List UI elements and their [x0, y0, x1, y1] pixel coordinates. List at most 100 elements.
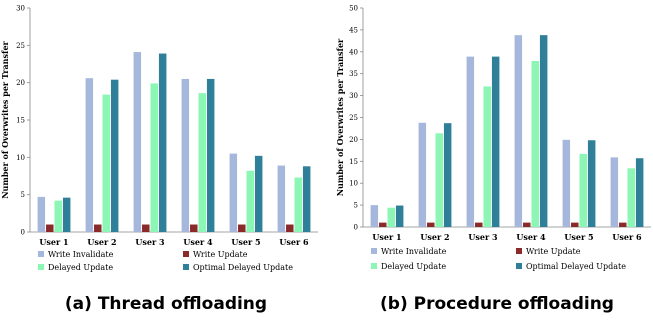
bar-optimal-delayed-update-user-2: [443, 123, 452, 227]
legend-label: Write Invalidate: [48, 250, 114, 259]
x-tick-label: User 1: [372, 232, 401, 242]
y-tick-label: 25: [16, 42, 25, 50]
legend-entry: Optimal Delayed Update: [516, 262, 626, 271]
x-tick-label: User 3: [468, 232, 498, 242]
legend-label: Write Invalidate: [381, 247, 447, 256]
bar-write-invalidate-user-4: [181, 78, 190, 232]
y-tick-label: 40: [349, 48, 358, 56]
bar-delayed-update-user-4: [198, 93, 206, 233]
y-tick-label: 15: [349, 158, 358, 166]
legend-entry: Write Update: [516, 247, 581, 256]
bar-optimal-delayed-update-user-3: [491, 56, 500, 228]
bar-write-invalidate-user-3: [466, 56, 475, 228]
chart-b: 0 5 10 15 20 25 30 35 40 45 50 Number of Overwrites…: [335, 5, 651, 314]
legend-entry: Delayed Update: [38, 263, 113, 272]
bar-optimal-delayed-update-user-2: [110, 79, 119, 233]
bar-write-invalidate-user-5: [562, 139, 571, 227]
bar-optimal-delayed-update-user-6: [302, 166, 311, 232]
legend-label: Optimal Delayed Update: [526, 262, 626, 271]
bar-write-update-user-2: [94, 224, 102, 232]
bar-write-update-user-1: [379, 222, 387, 227]
bar-optimal-delayed-update-user-6: [635, 158, 644, 227]
legend-label: Delayed Update: [48, 263, 113, 272]
legend-label: Optimal Delayed Update: [193, 263, 293, 272]
bar-optimal-delayed-update-user-4: [206, 78, 215, 232]
chart-a: 0 5 10 15 20 25 30 Number of Overwrites per Tra…: [0, 5, 318, 314]
bar-delayed-update-user-3: [150, 83, 158, 232]
bar-optimal-delayed-update-user-5: [254, 155, 263, 232]
bar-write-update-user-5: [571, 222, 579, 227]
bar-delayed-update-user-6: [627, 168, 635, 227]
legend-swatch: [183, 251, 189, 257]
y-tick-label: 20: [349, 136, 358, 144]
bar-delayed-update-user-1: [387, 207, 395, 227]
legend-entry: Write Invalidate: [371, 247, 447, 256]
bar-write-update-user-2: [427, 222, 435, 227]
y-tick-label: 30: [16, 5, 25, 13]
y-tick-label: 20: [16, 79, 25, 87]
x-tick-label: User 2: [87, 237, 116, 247]
y-tick-label: 10: [349, 180, 358, 188]
bar-delayed-update-user-1: [54, 200, 62, 232]
y-tick-label: 25: [349, 114, 358, 122]
x-tick-label: User 4: [516, 232, 546, 242]
bar-write-invalidate-user-3: [133, 52, 142, 233]
y-tick-label: 0: [21, 229, 25, 237]
bar-delayed-update-user-2: [102, 94, 110, 232]
bar-delayed-update-user-2: [435, 133, 443, 227]
legend-entry: Delayed Update: [371, 262, 446, 271]
bar-optimal-delayed-update-user-1: [395, 205, 404, 227]
bar-write-update-user-1: [46, 224, 54, 232]
x-tick-label: User 6: [612, 232, 642, 242]
y-tick-label: 35: [349, 70, 358, 78]
bar-write-invalidate-user-6: [610, 157, 619, 227]
legend-swatch: [183, 264, 189, 270]
bar-delayed-update-user-3: [483, 86, 491, 227]
bar-write-update-user-4: [190, 224, 198, 232]
bar-write-update-user-3: [475, 222, 483, 227]
bar-delayed-update-user-6: [294, 177, 302, 232]
legend-swatch: [371, 263, 377, 269]
y-tick-label: 30: [349, 92, 358, 100]
y-tick-label: 15: [16, 117, 25, 125]
bar-optimal-delayed-update-user-3: [158, 53, 167, 233]
x-tick-label: User 5: [564, 232, 593, 242]
x-tick-label: User 1: [39, 237, 68, 247]
y-tick-label: 5: [21, 191, 25, 199]
bar-optimal-delayed-update-user-1: [62, 197, 71, 232]
legend-swatch: [371, 248, 377, 254]
legend-entry: Optimal Delayed Update: [183, 263, 293, 272]
figure-caption: (a) Thread offloading: [65, 294, 267, 314]
legend-swatch: [516, 248, 522, 254]
y-axis-label: Number of Overwrites per Transfer: [0, 40, 10, 198]
bar-write-invalidate-user-6: [277, 165, 286, 232]
legend-entry: Write Invalidate: [38, 250, 114, 259]
y-axis-label: Number of Overwrites per Transfer: [335, 38, 345, 196]
bar-delayed-update-user-5: [246, 170, 254, 232]
x-tick-label: User 6: [279, 237, 309, 247]
legend-swatch: [38, 264, 44, 270]
x-tick-label: User 5: [231, 237, 260, 247]
bar-write-invalidate-user-5: [229, 153, 238, 232]
y-tick-label: 10: [16, 154, 25, 162]
legend-swatch: [516, 263, 522, 269]
bar-write-invalidate-user-2: [418, 122, 427, 227]
x-tick-label: User 4: [183, 237, 213, 247]
bar-optimal-delayed-update-user-5: [587, 140, 596, 227]
bar-optimal-delayed-update-user-4: [539, 35, 548, 227]
legend-label: Write Update: [526, 247, 581, 256]
bar-delayed-update-user-5: [579, 153, 587, 227]
bar-write-update-user-4: [523, 222, 531, 227]
y-tick-label: 50: [349, 5, 358, 13]
bar-write-update-user-6: [286, 224, 294, 232]
bar-write-update-user-3: [142, 224, 150, 232]
legend-swatch: [38, 251, 44, 257]
legend-entry: Write Update: [183, 250, 248, 259]
bar-write-invalidate-user-2: [85, 78, 94, 232]
bar-write-invalidate-user-4: [514, 35, 523, 227]
legend-label: Delayed Update: [381, 262, 446, 271]
bar-delayed-update-user-4: [531, 60, 539, 227]
bar-write-invalidate-user-1: [37, 196, 46, 232]
legend-label: Write Update: [193, 250, 248, 259]
bar-write-update-user-5: [238, 224, 246, 232]
